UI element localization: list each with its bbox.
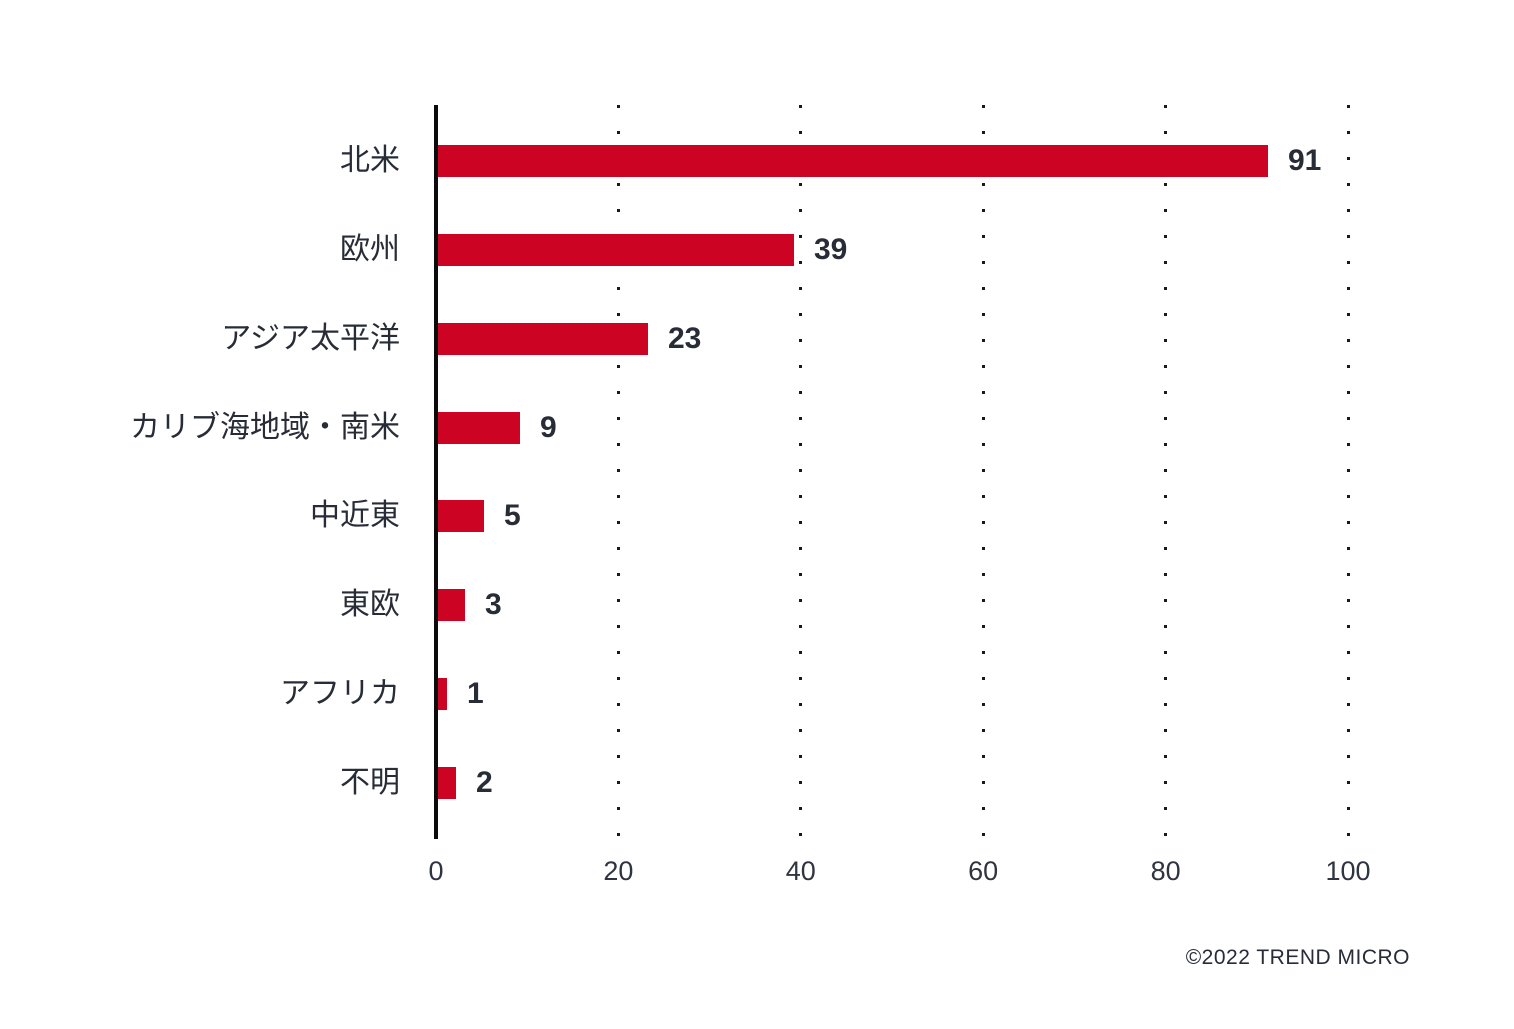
- category-label: カリブ海地域・南米: [130, 411, 400, 444]
- bar: [438, 234, 794, 266]
- copyright-text: ©2022 TREND MICRO: [1185, 946, 1410, 969]
- x-tick-label-100: 100: [1325, 856, 1371, 886]
- bar-row: 不明 2: [0, 767, 1514, 799]
- bar: [438, 767, 456, 799]
- y-axis-line: [434, 105, 438, 839]
- bar: [438, 145, 1268, 177]
- bar-row: アフリカ 1: [0, 678, 1514, 710]
- bar: [438, 500, 484, 532]
- category-label: 欧州: [340, 233, 400, 266]
- bar-row: 東欧 3: [0, 589, 1514, 621]
- value-label: 23: [668, 322, 702, 355]
- value-label: 1: [467, 677, 484, 710]
- value-label: 9: [540, 411, 557, 444]
- category-label: アジア太平洋: [221, 322, 400, 355]
- value-label: 3: [485, 588, 502, 621]
- bar-row: 中近東 5: [0, 500, 1514, 532]
- bar: [438, 678, 447, 710]
- gridline-60: [981, 105, 985, 839]
- bar: [438, 589, 465, 621]
- gridline-100: [1346, 105, 1350, 839]
- bar-row: 欧州 39: [0, 234, 1514, 266]
- value-label: 5: [504, 499, 521, 532]
- x-tick-label-60: 60: [968, 856, 999, 886]
- gridline-20: [616, 105, 620, 839]
- category-label: 北米: [340, 144, 400, 177]
- bar: [438, 412, 520, 444]
- bar: [438, 323, 648, 355]
- x-tick-label-80: 80: [1150, 856, 1181, 886]
- x-tick-label-0: 0: [428, 856, 444, 886]
- gridline-40: [799, 105, 803, 839]
- bar-row: 北米 91: [0, 145, 1514, 177]
- x-tick-label-20: 20: [603, 856, 634, 886]
- bar-row: アジア太平洋 23: [0, 323, 1514, 355]
- category-label: 不明: [340, 766, 400, 799]
- value-label: 39: [814, 233, 848, 266]
- category-label: アフリカ: [280, 677, 400, 710]
- category-label: 東欧: [340, 588, 400, 621]
- category-label: 中近東: [310, 499, 400, 532]
- bar-row: カリブ海地域・南米 9: [0, 412, 1514, 444]
- value-label: 2: [476, 766, 493, 799]
- x-tick-label-40: 40: [785, 856, 816, 886]
- gridline-80: [1164, 105, 1168, 839]
- value-label: 91: [1288, 144, 1322, 177]
